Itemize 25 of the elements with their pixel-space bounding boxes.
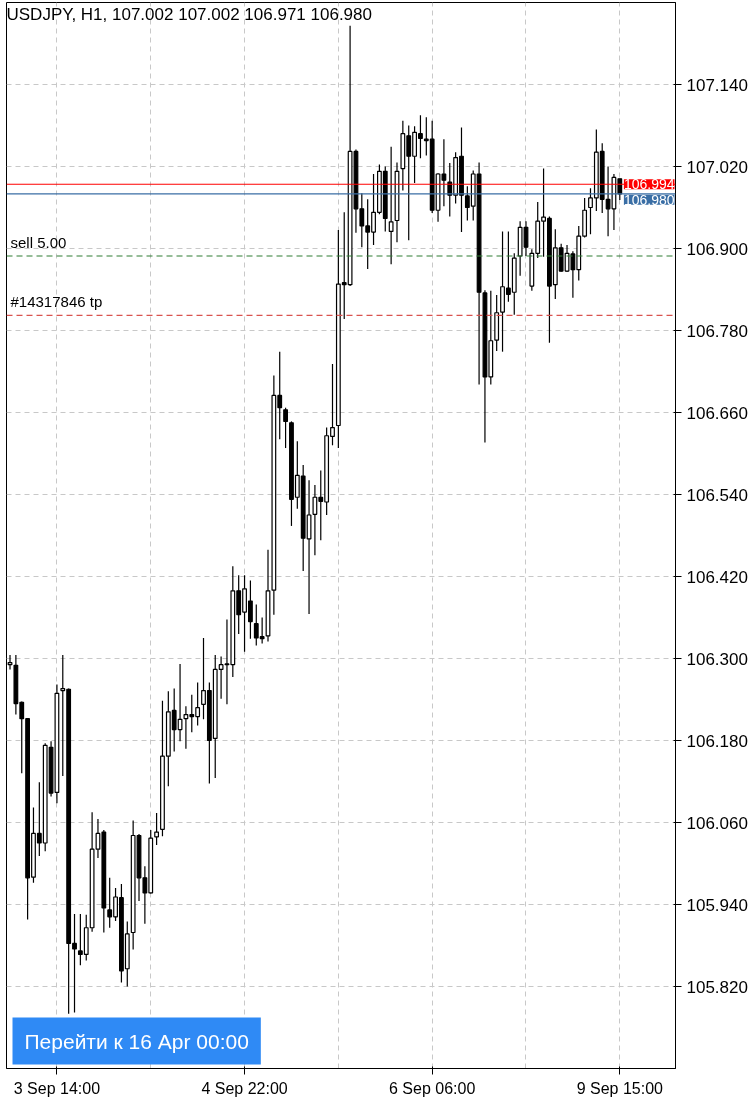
x-tick-label: 4 Sep 22:00 bbox=[201, 1079, 288, 1097]
ref-line-label: #14317846 tp bbox=[10, 293, 103, 311]
ref-line-label: 106.980 bbox=[623, 191, 675, 208]
chart-title: USDJPY, H1, 107.002 107.002 106.971 106.980 bbox=[6, 4, 372, 24]
y-tick-label: 106.300 bbox=[686, 649, 748, 669]
ref-line-label: 106.994 bbox=[623, 176, 675, 193]
y-tick-label: 106.780 bbox=[686, 321, 748, 341]
y-tick-label: 107.140 bbox=[686, 75, 748, 95]
y-tick-label: 105.940 bbox=[686, 895, 748, 915]
x-tick-label: 9 Sep 15:00 bbox=[576, 1079, 664, 1097]
ref-line-label: sell 5.00 bbox=[10, 234, 67, 252]
y-tick-label: 106.540 bbox=[686, 485, 748, 505]
x-tick-label: 3 Sep 14:00 bbox=[13, 1079, 101, 1097]
y-tick-label: 106.060 bbox=[686, 813, 748, 833]
y-tick-label: 107.020 bbox=[686, 157, 748, 177]
y-tick-label: 106.420 bbox=[686, 567, 748, 587]
y-tick-label: 106.900 bbox=[686, 239, 748, 259]
candlestick bbox=[388, 146, 394, 265]
y-tick-label: 106.180 bbox=[686, 731, 748, 751]
y-tick-label: 106.660 bbox=[686, 403, 748, 423]
annotation: Перейти к 16 Apr 00:00 bbox=[24, 1029, 249, 1053]
candlestick bbox=[154, 812, 160, 846]
x-tick-label: 6 Sep 06:00 bbox=[389, 1079, 476, 1097]
candlestick bbox=[283, 407, 289, 449]
y-tick-label: 105.820 bbox=[686, 977, 748, 997]
